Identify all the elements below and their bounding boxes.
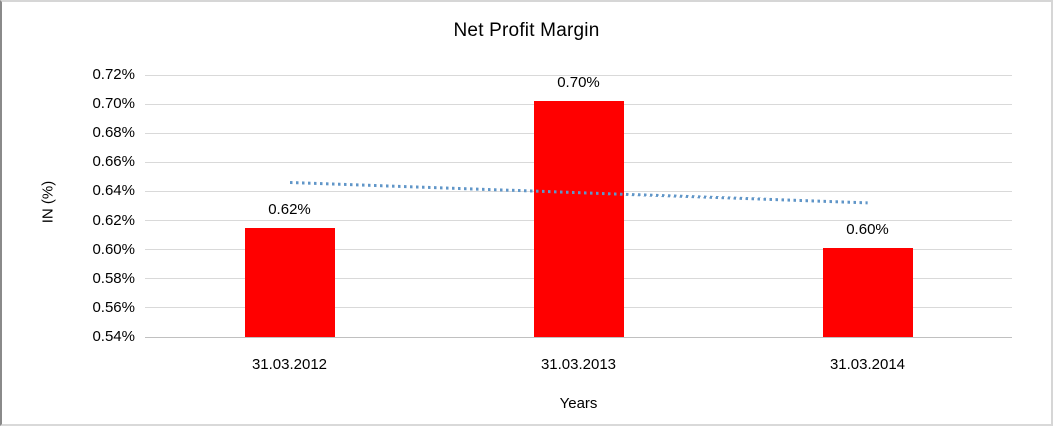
- y-tick-label: 0.72%: [92, 66, 135, 83]
- x-tick-label: 31.03.2013: [540, 356, 617, 373]
- x-tick-label: 31.03.2014: [829, 356, 906, 373]
- chart-title: Net Profit Margin: [453, 20, 600, 41]
- y-tick-label: 0.70%: [92, 95, 135, 113]
- y-tick-label: 0.60%: [92, 240, 135, 258]
- y-tick-label: 0.64%: [92, 182, 135, 200]
- y-tick-label: 0.54%: [92, 328, 135, 345]
- x-tick-label: 31.03.2012: [251, 356, 328, 373]
- y-tick-label: 0.56%: [92, 298, 135, 316]
- y-tick-label: 0.58%: [92, 269, 135, 287]
- bar-31.03.2013: [533, 101, 624, 337]
- bar-data-label: 0.62%: [268, 200, 311, 218]
- gridline: [145, 74, 1012, 76]
- x-axis-title: Years: [559, 395, 598, 412]
- y-tick-label: 0.66%: [92, 153, 135, 171]
- bar-data-label: 0.60%: [846, 221, 889, 239]
- bar-31.03.2014: [822, 248, 913, 337]
- x-axis-line: [145, 336, 1012, 338]
- y-tick-label: 0.68%: [92, 124, 135, 142]
- plot-area: 0.54% 0.56% 0.58% 0.60% 0.62% 0.64% 0.66% 0.68%…: [92, 66, 1012, 373]
- y-axis-title: IN (%): [39, 180, 57, 224]
- bar-31.03.2012: [244, 227, 335, 337]
- bar-data-label: 0.70%: [557, 74, 600, 92]
- y-tick-label: 0.62%: [92, 211, 135, 229]
